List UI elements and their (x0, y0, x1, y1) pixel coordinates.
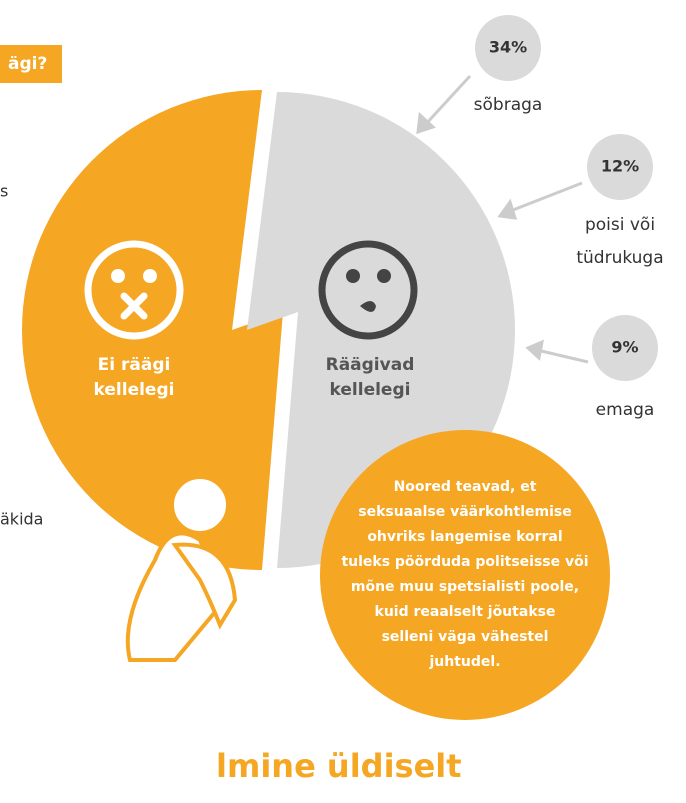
note-line: kuid reaalselt jõutakse (375, 604, 556, 620)
text-fragment: s (0, 182, 8, 201)
face-silent (84, 240, 184, 340)
footer-title: lmine üldiselt (216, 747, 462, 785)
pie-label: Ei räägi (98, 355, 171, 375)
face-talk (318, 240, 418, 340)
title-box (0, 45, 62, 83)
stat-label: poisi või (585, 215, 655, 235)
stat-percent: 12% (601, 157, 639, 176)
pie-label: Räägivad (326, 355, 415, 375)
stat-label: sõbraga (474, 95, 543, 115)
stat-bubble (587, 134, 653, 200)
arrows (416, 74, 589, 364)
stat-label: tüdrukuga (576, 248, 663, 268)
stat-percent: 34% (489, 38, 527, 57)
note-line: selleni väga vähestel (382, 629, 549, 645)
note-bubble (320, 430, 610, 720)
note-line: tuleks pöörduda politseisse või (341, 554, 588, 570)
note-line: mõne muu spetsialisti poole, (351, 579, 579, 595)
note-line: seksuaalse väärkohtlemise (358, 504, 571, 520)
note-line: ohvriks langemise korral (367, 529, 562, 545)
pie-label: kellelegi (94, 380, 175, 400)
note-line: juhtudel. (428, 654, 500, 670)
stat-percent: 9% (611, 338, 638, 357)
note-line: Noored teavad, et (394, 479, 537, 495)
stat-label: emaga (596, 400, 655, 420)
text-fragment: äkida (0, 510, 43, 529)
stat-bubble (475, 15, 541, 81)
figure (125, 475, 238, 662)
title: ägi? (8, 54, 47, 74)
pie-label: kellelegi (330, 380, 411, 400)
stat-bubble (592, 315, 658, 381)
